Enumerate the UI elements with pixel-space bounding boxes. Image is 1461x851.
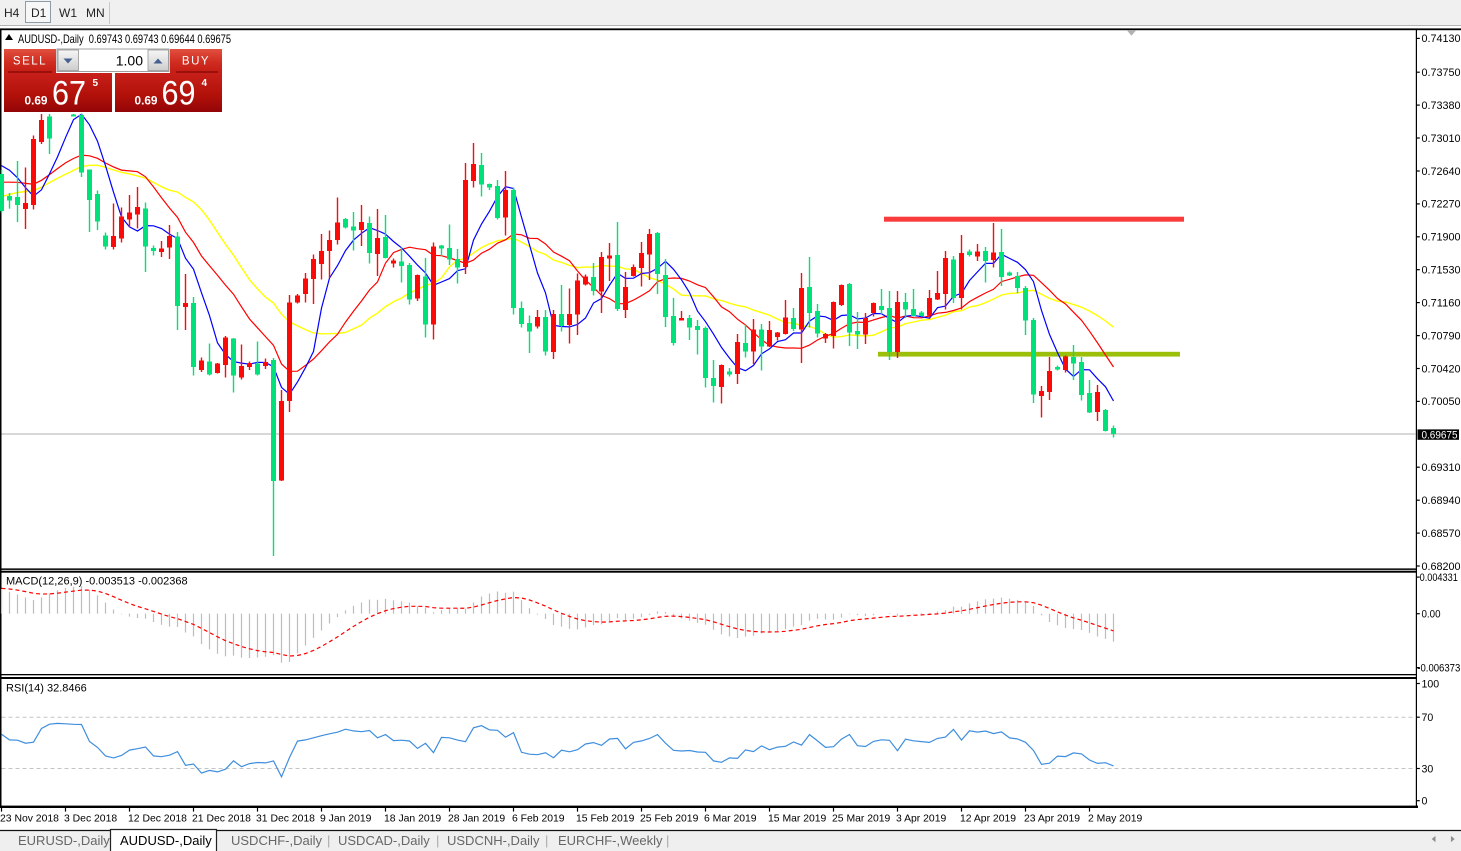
svg-text:0.72640: 0.72640 xyxy=(1422,166,1461,178)
svg-text:6 Feb 2019: 6 Feb 2019 xyxy=(512,814,565,825)
svg-text:21 Dec 2018: 21 Dec 2018 xyxy=(192,814,251,825)
svg-text:15 Mar 2019: 15 Mar 2019 xyxy=(768,814,827,825)
svg-text:12 Dec 2018: 12 Dec 2018 xyxy=(128,814,187,825)
svg-text:0.68940: 0.68940 xyxy=(1422,495,1461,507)
svg-text:15 Feb 2019: 15 Feb 2019 xyxy=(576,814,635,825)
svg-text:-0.006373: -0.006373 xyxy=(1417,662,1460,674)
svg-text:31 Dec 2018: 31 Dec 2018 xyxy=(256,814,315,825)
svg-text:SELL: SELL xyxy=(13,56,47,68)
svg-text:USDCAD-,Daily: USDCAD-,Daily xyxy=(338,833,430,848)
svg-text:3 Apr 2019: 3 Apr 2019 xyxy=(896,814,946,825)
svg-text:70: 70 xyxy=(1422,712,1434,724)
svg-text:MACD(12,26,9) -0.003513 -0.002: MACD(12,26,9) -0.003513 -0.002368 xyxy=(6,576,188,588)
svg-text:23 Apr 2019: 23 Apr 2019 xyxy=(1024,814,1080,825)
svg-text:|: | xyxy=(666,833,669,848)
svg-text:3 Dec 2018: 3 Dec 2018 xyxy=(64,814,117,825)
svg-text:5: 5 xyxy=(93,78,99,89)
svg-text:30: 30 xyxy=(1422,763,1434,775)
svg-text:0.69: 0.69 xyxy=(25,93,48,107)
svg-text:0.68570: 0.68570 xyxy=(1422,528,1461,540)
svg-text:0.73750: 0.73750 xyxy=(1422,67,1461,79)
svg-text:25 Mar 2019: 25 Mar 2019 xyxy=(832,814,891,825)
svg-text:0.69: 0.69 xyxy=(135,93,158,107)
svg-text:0.70420: 0.70420 xyxy=(1422,363,1461,375)
svg-text:0.74130: 0.74130 xyxy=(1422,33,1461,45)
svg-text:|: | xyxy=(436,833,439,848)
svg-text:0.73380: 0.73380 xyxy=(1422,100,1461,112)
svg-text:100: 100 xyxy=(1422,678,1440,690)
svg-text:23 Nov 2018: 23 Nov 2018 xyxy=(0,814,59,825)
svg-text:69: 69 xyxy=(162,75,196,113)
svg-text:D1: D1 xyxy=(31,6,47,20)
svg-text:67: 67 xyxy=(52,75,86,113)
svg-text:0.71160: 0.71160 xyxy=(1422,297,1461,309)
svg-text:0.69675: 0.69675 xyxy=(1422,429,1458,441)
svg-text:0.70050: 0.70050 xyxy=(1422,396,1461,408)
svg-text:12 Apr 2019: 12 Apr 2019 xyxy=(960,814,1016,825)
svg-text:0: 0 xyxy=(1422,796,1428,808)
svg-text:18 Jan 2019: 18 Jan 2019 xyxy=(384,814,441,825)
svg-text:28 Jan 2019: 28 Jan 2019 xyxy=(448,814,505,825)
svg-text:0.68200: 0.68200 xyxy=(1422,561,1461,573)
svg-text:6 Mar 2019: 6 Mar 2019 xyxy=(704,814,757,825)
svg-text:0.69310: 0.69310 xyxy=(1422,462,1461,474)
svg-text:EURUSD-,Daily: EURUSD-,Daily xyxy=(18,833,110,848)
svg-text:9 Jan 2019: 9 Jan 2019 xyxy=(320,814,372,825)
svg-text:4: 4 xyxy=(202,78,208,89)
svg-text:USDCHF-,Daily: USDCHF-,Daily xyxy=(231,833,323,848)
svg-text:0.72270: 0.72270 xyxy=(1422,199,1461,211)
svg-text:RSI(14) 32.8466: RSI(14) 32.8466 xyxy=(6,683,87,695)
svg-text:BUY: BUY xyxy=(182,56,210,68)
svg-text:EURCHF-,Weekly: EURCHF-,Weekly xyxy=(558,833,663,848)
svg-text:2 May 2019: 2 May 2019 xyxy=(1088,814,1143,825)
svg-text:MN: MN xyxy=(86,6,105,20)
svg-text:|: | xyxy=(545,833,548,848)
svg-text:W1: W1 xyxy=(59,6,77,20)
svg-text:1.00: 1.00 xyxy=(116,53,143,69)
svg-text:0.71900: 0.71900 xyxy=(1422,232,1461,244)
svg-text:25 Feb 2019: 25 Feb 2019 xyxy=(640,814,699,825)
svg-text:AUDUSD-,Daily: AUDUSD-,Daily xyxy=(120,833,212,848)
svg-text:0.004331: 0.004331 xyxy=(1420,572,1458,584)
svg-text:0.00: 0.00 xyxy=(1422,609,1441,621)
svg-text:USDCNH-,Daily: USDCNH-,Daily xyxy=(447,833,540,848)
svg-text:AUDUSD-,Daily 0.69743 0.69743: AUDUSD-,Daily 0.69743 0.69743 0.69644 0.… xyxy=(18,32,231,46)
svg-text:|: | xyxy=(327,833,330,848)
svg-text:0.73010: 0.73010 xyxy=(1422,133,1461,145)
svg-text:0.70790: 0.70790 xyxy=(1422,330,1461,342)
svg-text:0.71530: 0.71530 xyxy=(1422,265,1461,277)
svg-text:H4: H4 xyxy=(4,6,20,20)
